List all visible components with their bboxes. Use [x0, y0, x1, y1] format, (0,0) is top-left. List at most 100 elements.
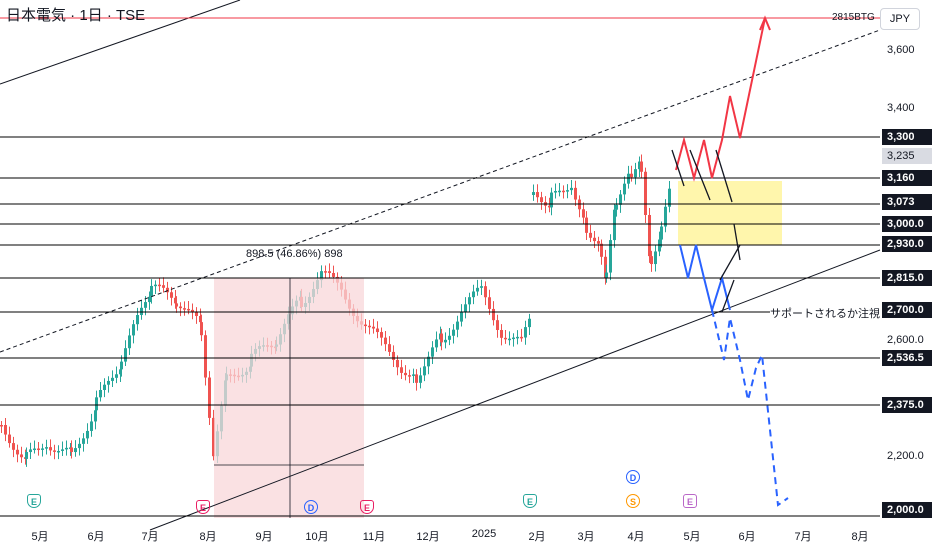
- month-label: 8月: [851, 531, 869, 543]
- candle-body: [29, 449, 32, 453]
- month-label: 7月: [141, 531, 159, 543]
- candle-body: [440, 333, 443, 343]
- measure-tool-label: 898.5 (46.86%) 898: [246, 248, 343, 260]
- candle-body: [448, 335, 451, 340]
- level-label-2536: 2,536.5: [882, 350, 932, 366]
- candle-body: [136, 315, 139, 325]
- scenario-arrow: [689, 149, 711, 201]
- candle-body: [520, 336, 523, 339]
- candle-body: [408, 375, 411, 377]
- candle-body: [53, 450, 56, 452]
- candle-body: [404, 372, 407, 376]
- candle-body: [512, 337, 515, 340]
- candle-body: [654, 251, 657, 265]
- candle-body: [162, 285, 165, 288]
- target-zone-box: [678, 181, 782, 245]
- earnings-event-icon[interactable]: E: [196, 500, 210, 514]
- candle-body: [119, 369, 122, 375]
- month-label: 3月: [577, 531, 595, 543]
- candle-body: [128, 335, 131, 349]
- candle-body: [94, 410, 97, 422]
- candle-body: [191, 309, 194, 313]
- candle-body: [61, 449, 64, 451]
- candle-body: [484, 286, 487, 298]
- month-label: 2025: [471, 528, 497, 540]
- candle-body: [419, 375, 422, 383]
- candle-body: [95, 397, 98, 411]
- measure-range-box: [214, 278, 364, 518]
- price-axis-tick: 2,600.0: [887, 334, 924, 346]
- candle-body: [609, 240, 612, 273]
- candle-body: [472, 291, 475, 298]
- candle-body: [115, 374, 118, 378]
- dividend-event-icon[interactable]: D: [304, 500, 318, 514]
- candle-body: [41, 448, 44, 450]
- blue-projection-path: [679, 244, 731, 314]
- candle-body: [111, 377, 114, 381]
- candle-body: [650, 256, 653, 265]
- candle-body: [550, 192, 553, 208]
- candle-body: [562, 190, 565, 193]
- channel-lower-line: [149, 249, 881, 531]
- candle-body: [74, 448, 77, 453]
- candle-body: [49, 447, 52, 451]
- candle-body: [532, 192, 535, 195]
- candle-body: [589, 232, 592, 238]
- candle-body: [70, 447, 73, 453]
- candle-body: [150, 285, 153, 297]
- candle-body: [604, 256, 607, 278]
- earnings-event-icon[interactable]: E: [27, 494, 41, 508]
- candle-body: [179, 306, 182, 309]
- candle-body: [488, 297, 491, 309]
- candle-body: [435, 339, 438, 348]
- candle-body: [570, 187, 573, 191]
- candle-body: [199, 316, 202, 323]
- candle-body: [37, 448, 40, 451]
- candle-body: [208, 377, 211, 418]
- month-label: 6月: [738, 531, 756, 543]
- price-axis-tick: 3,400: [887, 102, 915, 114]
- month-label: 5月: [31, 531, 49, 543]
- candle-body: [456, 321, 459, 330]
- candle-body: [212, 417, 215, 457]
- candle-body: [158, 284, 161, 287]
- level-label-2815: 2,815.0: [882, 270, 932, 286]
- candle-body: [396, 359, 399, 368]
- month-label: 8月: [199, 531, 217, 543]
- candle-body: [566, 190, 569, 192]
- earnings-event-icon[interactable]: E: [523, 494, 537, 508]
- candle-body: [132, 324, 135, 336]
- symbol-title[interactable]: 日本電気 · 1日 · TSE: [6, 7, 146, 24]
- candle-body: [154, 284, 157, 287]
- earnings-event-icon[interactable]: E: [360, 500, 374, 514]
- currency-button[interactable]: JPY: [880, 8, 920, 30]
- candle-body: [0, 425, 3, 427]
- candle-body: [536, 192, 539, 198]
- scenario-arrow: [671, 149, 685, 187]
- candle-body: [640, 161, 643, 172]
- split-event-icon[interactable]: S: [626, 494, 640, 508]
- candle-body: [4, 425, 7, 435]
- candle-body: [540, 197, 543, 203]
- earnings-event-icon[interactable]: E: [683, 494, 697, 508]
- candle-body: [368, 325, 371, 328]
- candle-body: [45, 447, 48, 449]
- month-label: 7月: [794, 531, 812, 543]
- level-label-3000: 3,000.0: [882, 216, 932, 232]
- trendline-label: 2815BTG: [832, 12, 875, 23]
- candle-body: [103, 384, 106, 391]
- candle-body: [627, 173, 630, 184]
- candle-body: [174, 297, 177, 304]
- candle-body: [504, 337, 507, 340]
- month-label: 4月: [627, 531, 645, 543]
- candle-body: [444, 339, 447, 343]
- candle-body: [372, 326, 375, 329]
- candle-body: [204, 335, 207, 378]
- level-label-3160: 3,160: [882, 170, 932, 186]
- candle-body: [65, 447, 68, 450]
- current-price-label: 3,235: [882, 148, 932, 164]
- candle-body: [593, 237, 596, 242]
- candle-body: [8, 434, 11, 444]
- dividend-event-icon[interactable]: D: [626, 470, 640, 484]
